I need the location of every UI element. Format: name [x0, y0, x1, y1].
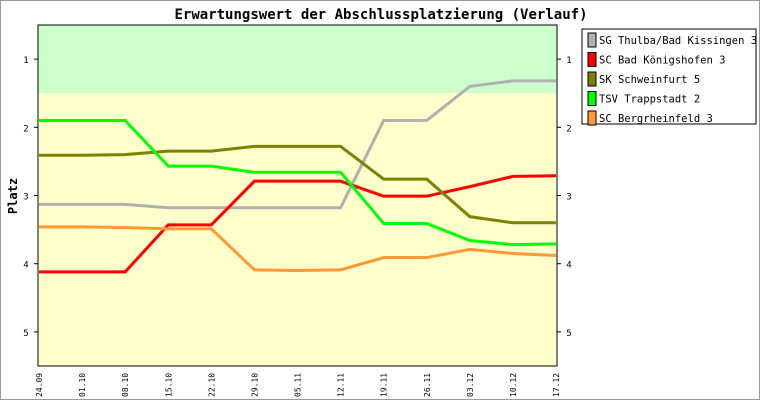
x-tick-label: 24.09 [35, 373, 44, 397]
band-1 [38, 93, 557, 366]
y-tick-label-right: 1 [566, 56, 571, 66]
x-tick-label: 19.11 [380, 373, 389, 397]
legend-swatch-1 [588, 53, 596, 67]
y-tick-label-right: 4 [566, 261, 571, 271]
legend-swatch-3 [588, 92, 596, 106]
x-tick-label: 12.11 [337, 373, 346, 397]
y-tick-label-left: 1 [23, 56, 28, 66]
y-tick-label-right: 3 [566, 193, 571, 203]
x-tick-label: 26.11 [423, 373, 432, 397]
y-tick-label-left: 4 [23, 261, 28, 271]
chart-title: Erwartungswert der Abschlussplatzierung … [174, 7, 587, 23]
legend-label-3: TSV Trappstadt 2 [599, 94, 700, 106]
y-tick-label-left: 2 [23, 124, 28, 134]
x-tick-label: 22.10 [207, 373, 216, 397]
y-tick-label-left: 3 [23, 193, 28, 203]
y-tick-label-left: 5 [23, 329, 28, 339]
legend-swatch-0 [588, 33, 596, 47]
legend-swatch-2 [588, 72, 596, 86]
x-tick-label: 01.10 [78, 373, 87, 397]
x-tick-label: 10.12 [509, 373, 518, 397]
x-tick-label: 15.10 [164, 373, 173, 397]
legend-label-2: SK Schweinfurt 5 [599, 74, 700, 86]
x-tick-label: 17.12 [552, 373, 561, 397]
y-axis-label: Platz [6, 178, 20, 214]
y-tick-label-right: 2 [566, 124, 571, 134]
band-0 [38, 25, 557, 93]
x-tick-label: 29.10 [250, 373, 259, 397]
y-tick-label-right: 5 [566, 329, 571, 339]
x-tick-label: 05.11 [294, 373, 303, 397]
x-tick-label: 08.10 [121, 373, 130, 397]
legend-label-4: SC Bergrheinfeld 3 [599, 113, 713, 125]
legend-label-0: SG Thulba/Bad Kissingen 3 [599, 35, 757, 47]
legend-label-1: SC Bad Königshofen 3 [599, 55, 725, 67]
legend: SG Thulba/Bad Kissingen 3 SC Bad Königsho… [582, 29, 757, 125]
legend-swatch-4 [588, 111, 596, 125]
x-tick-label: 03.12 [466, 373, 475, 397]
